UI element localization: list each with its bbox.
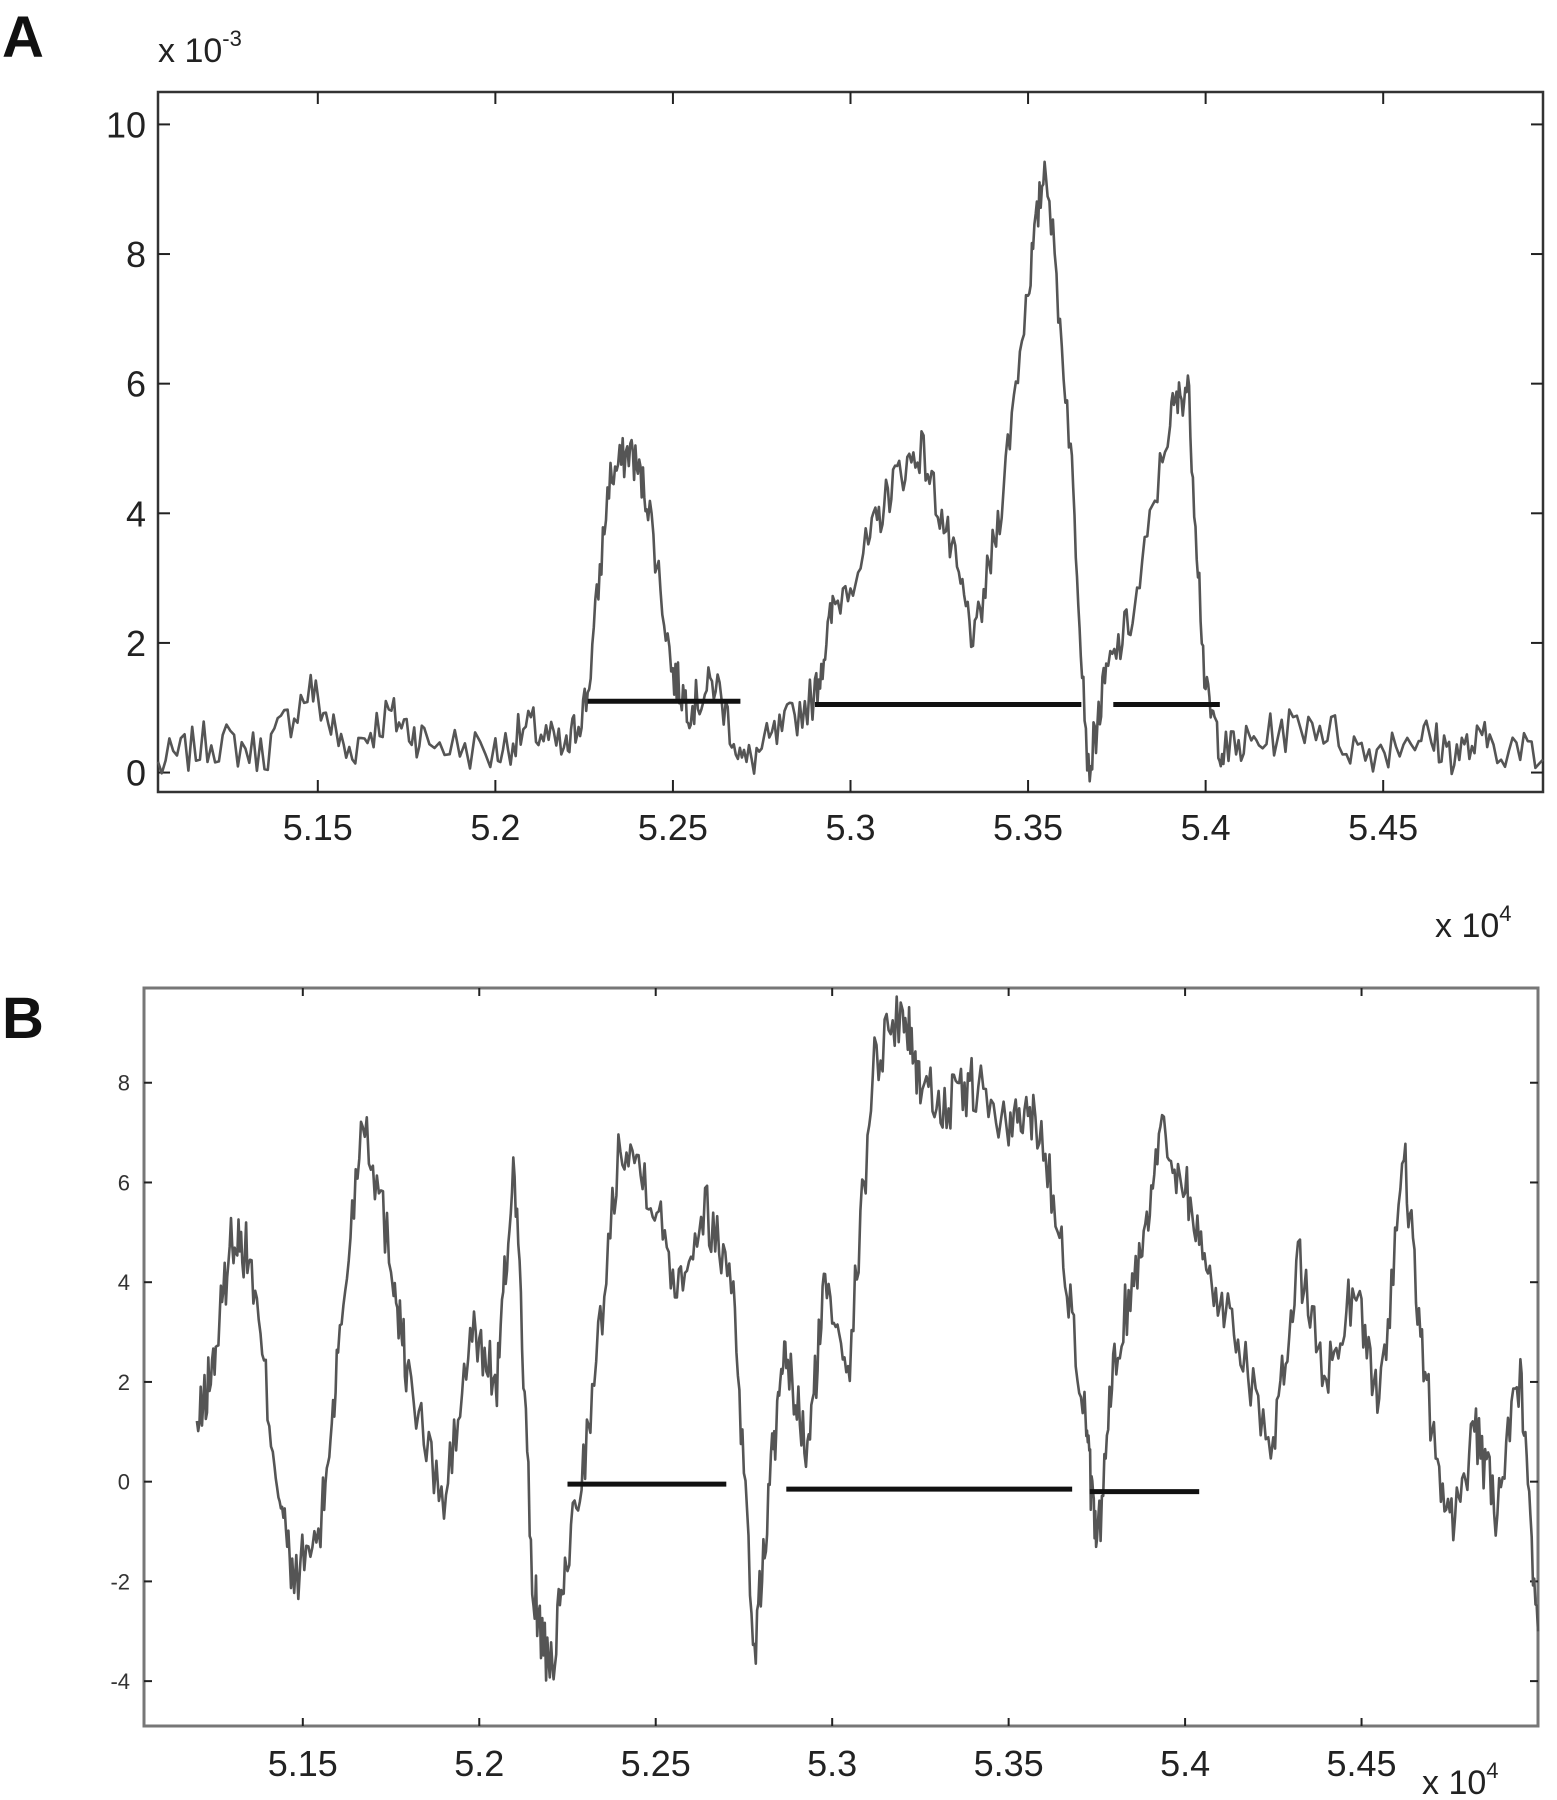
panel-a-xtick-label: 5.35	[993, 807, 1063, 848]
panel-a-xtick-label: 5.45	[1348, 807, 1418, 848]
panel-a-ytick-label: 2	[126, 623, 146, 664]
panel-b-x-multiplier: x 104	[1422, 1758, 1499, 1800]
panel-b-trace	[195, 995, 1540, 1682]
panel-b-trace-group	[195, 995, 1540, 1682]
panel-b-ytick-label: 4	[118, 1270, 130, 1295]
panel-a-ticks: 0 2 4 6 8 10 5.15 5.2 5.25 5.3 5.35 5.4 5.45	[106, 92, 1543, 848]
panel-a-xtick-label: 5.4	[1181, 807, 1231, 848]
panel-a-ytick-label: 0	[126, 753, 146, 794]
panel-b-ytick-label: 8	[118, 1071, 130, 1096]
panel-b-xtick-label: 5.2	[454, 1743, 504, 1784]
panel-a-xtick-label: 5.2	[470, 807, 520, 848]
panel-b: B -4 -2 0 2 4 6 8 5.15 5.2 5.25 5.3 5.35 5.4 5.45 x 1…	[2, 986, 1540, 1800]
panel-b-ytick-label: 0	[118, 1470, 130, 1495]
panel-label-b: B	[2, 986, 44, 1051]
panel-label-a: A	[2, 5, 44, 70]
panel-b-xtick-label: 5.4	[1160, 1743, 1210, 1784]
panel-a-ytick-label: 8	[126, 234, 146, 275]
panel-a-xtick-label: 5.3	[825, 807, 875, 848]
panel-b-xtick-label: 5.35	[974, 1743, 1044, 1784]
panel-b-ytick-label: 2	[118, 1370, 130, 1395]
panel-b-ytick-label: -4	[110, 1669, 130, 1694]
panel-a-plot-frame	[156, 90, 1545, 794]
panel-b-xtick-label: 5.15	[268, 1743, 338, 1784]
panel-b-xtick-label: 5.3	[807, 1743, 857, 1784]
panel-b-ytick-label: 6	[118, 1170, 130, 1195]
panel-a-ytick-label: 4	[126, 493, 146, 534]
panel-a-x-multiplier: x 104	[1435, 901, 1512, 945]
panel-a-ytick-label: 6	[126, 364, 146, 405]
panel-a-y-multiplier: x 10-3	[158, 26, 242, 70]
panel-a-xtick-label: 5.25	[638, 807, 708, 848]
panel-a-segments	[587, 698, 1220, 707]
panel-b-ticks: -4 -2 0 2 4 6 8 5.15 5.2 5.25 5.3 5.35 5.4 5.45	[110, 988, 1538, 1784]
panel-b-xtick-label: 5.45	[1327, 1743, 1397, 1784]
panel-b-segments	[567, 1481, 1200, 1495]
panel-a-xtick-label: 5.15	[283, 807, 353, 848]
panel-b-xtick-label: 5.25	[621, 1743, 691, 1784]
panel-a: A x 10-3 0 2 4 6 8 10 5.15 5.2 5.25 5.3 5.35 5.4 5.4…	[2, 5, 1545, 945]
panel-a-trace-group	[156, 160, 1544, 783]
panel-b-plot-frame	[142, 986, 1540, 1728]
panel-a-ytick-label: 10	[106, 104, 146, 145]
panel-b-ytick-label: -2	[110, 1569, 130, 1594]
panel-a-trace	[156, 160, 1544, 783]
